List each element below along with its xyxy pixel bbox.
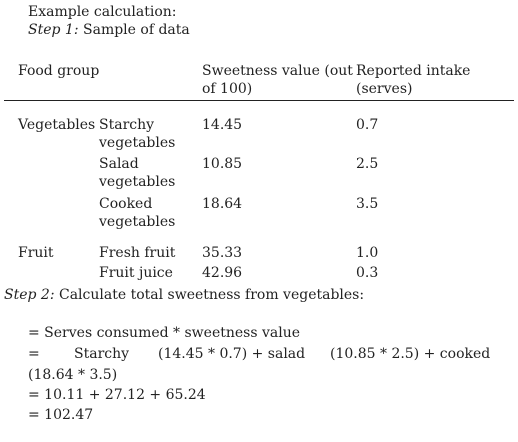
row-item-cooked-line2: vegetables [99, 214, 176, 230]
calc-line2-eq: = [28, 346, 40, 362]
row-intake-starchy: 0.7 [356, 117, 379, 133]
calc-line2-part2: (10.85 * 2.5) + cooked [330, 346, 491, 362]
step1-label: Step 1: [28, 22, 79, 38]
row-sweetness-salad: 10.85 [202, 156, 243, 172]
row-intake-fresh-fruit: 1.0 [356, 245, 379, 261]
header-sweetness-line1: Sweetness value (out [202, 63, 353, 79]
row-intake-salad: 2.5 [356, 156, 379, 172]
row-sweetness-cooked: 18.64 [202, 196, 243, 212]
calc-line4: = 10.11 + 27.12 + 65.24 [28, 387, 206, 403]
header-sweetness-line2: of 100) [202, 81, 253, 97]
row-intake-cooked: 3.5 [356, 196, 379, 212]
row-item-fruit-juice: Fruit juice [99, 265, 173, 281]
calc-line5: = 102.47 [28, 407, 94, 423]
example-heading: Example calculation: [28, 4, 177, 20]
row-item-starchy-line1: Starchy [99, 117, 155, 133]
step2-text: Calculate total sweetness from vegetable… [59, 287, 365, 303]
row-sweetness-starchy: 14.45 [202, 117, 243, 133]
header-food-group: Food group [18, 63, 100, 79]
calc-line2-part1: (14.45 * 0.7) + salad [158, 346, 306, 362]
row-item-salad-line2: vegetables [99, 174, 176, 190]
calc-line1: = Serves consumed * sweetness value [28, 325, 301, 341]
step2-line: Step 2: Calculate total sweetness from v… [4, 286, 364, 304]
step1-line: Step 1: Sample of data [28, 21, 190, 39]
header-intake-line1: Reported intake [356, 63, 471, 79]
calc-line3: (18.64 * 3.5) [28, 367, 118, 383]
header-intake-line2: (serves) [356, 81, 413, 97]
step2-label: Step 2: [4, 287, 55, 303]
table-header-rule [4, 100, 514, 101]
row-group-vegetables: Vegetables [18, 117, 96, 133]
calc-line2-starchy: Starchy [74, 346, 130, 362]
row-sweetness-fresh-fruit: 35.33 [202, 245, 243, 261]
step1-text: Sample of data [83, 22, 190, 38]
row-item-cooked-line1: Cooked [99, 196, 153, 212]
row-item-salad-line1: Salad [99, 156, 139, 172]
row-intake-fruit-juice: 0.3 [356, 265, 379, 281]
row-sweetness-fruit-juice: 42.96 [202, 265, 243, 281]
row-group-fruit: Fruit [18, 245, 54, 261]
row-item-fresh-fruit: Fresh fruit [99, 245, 176, 261]
row-item-starchy-line2: vegetables [99, 135, 176, 151]
